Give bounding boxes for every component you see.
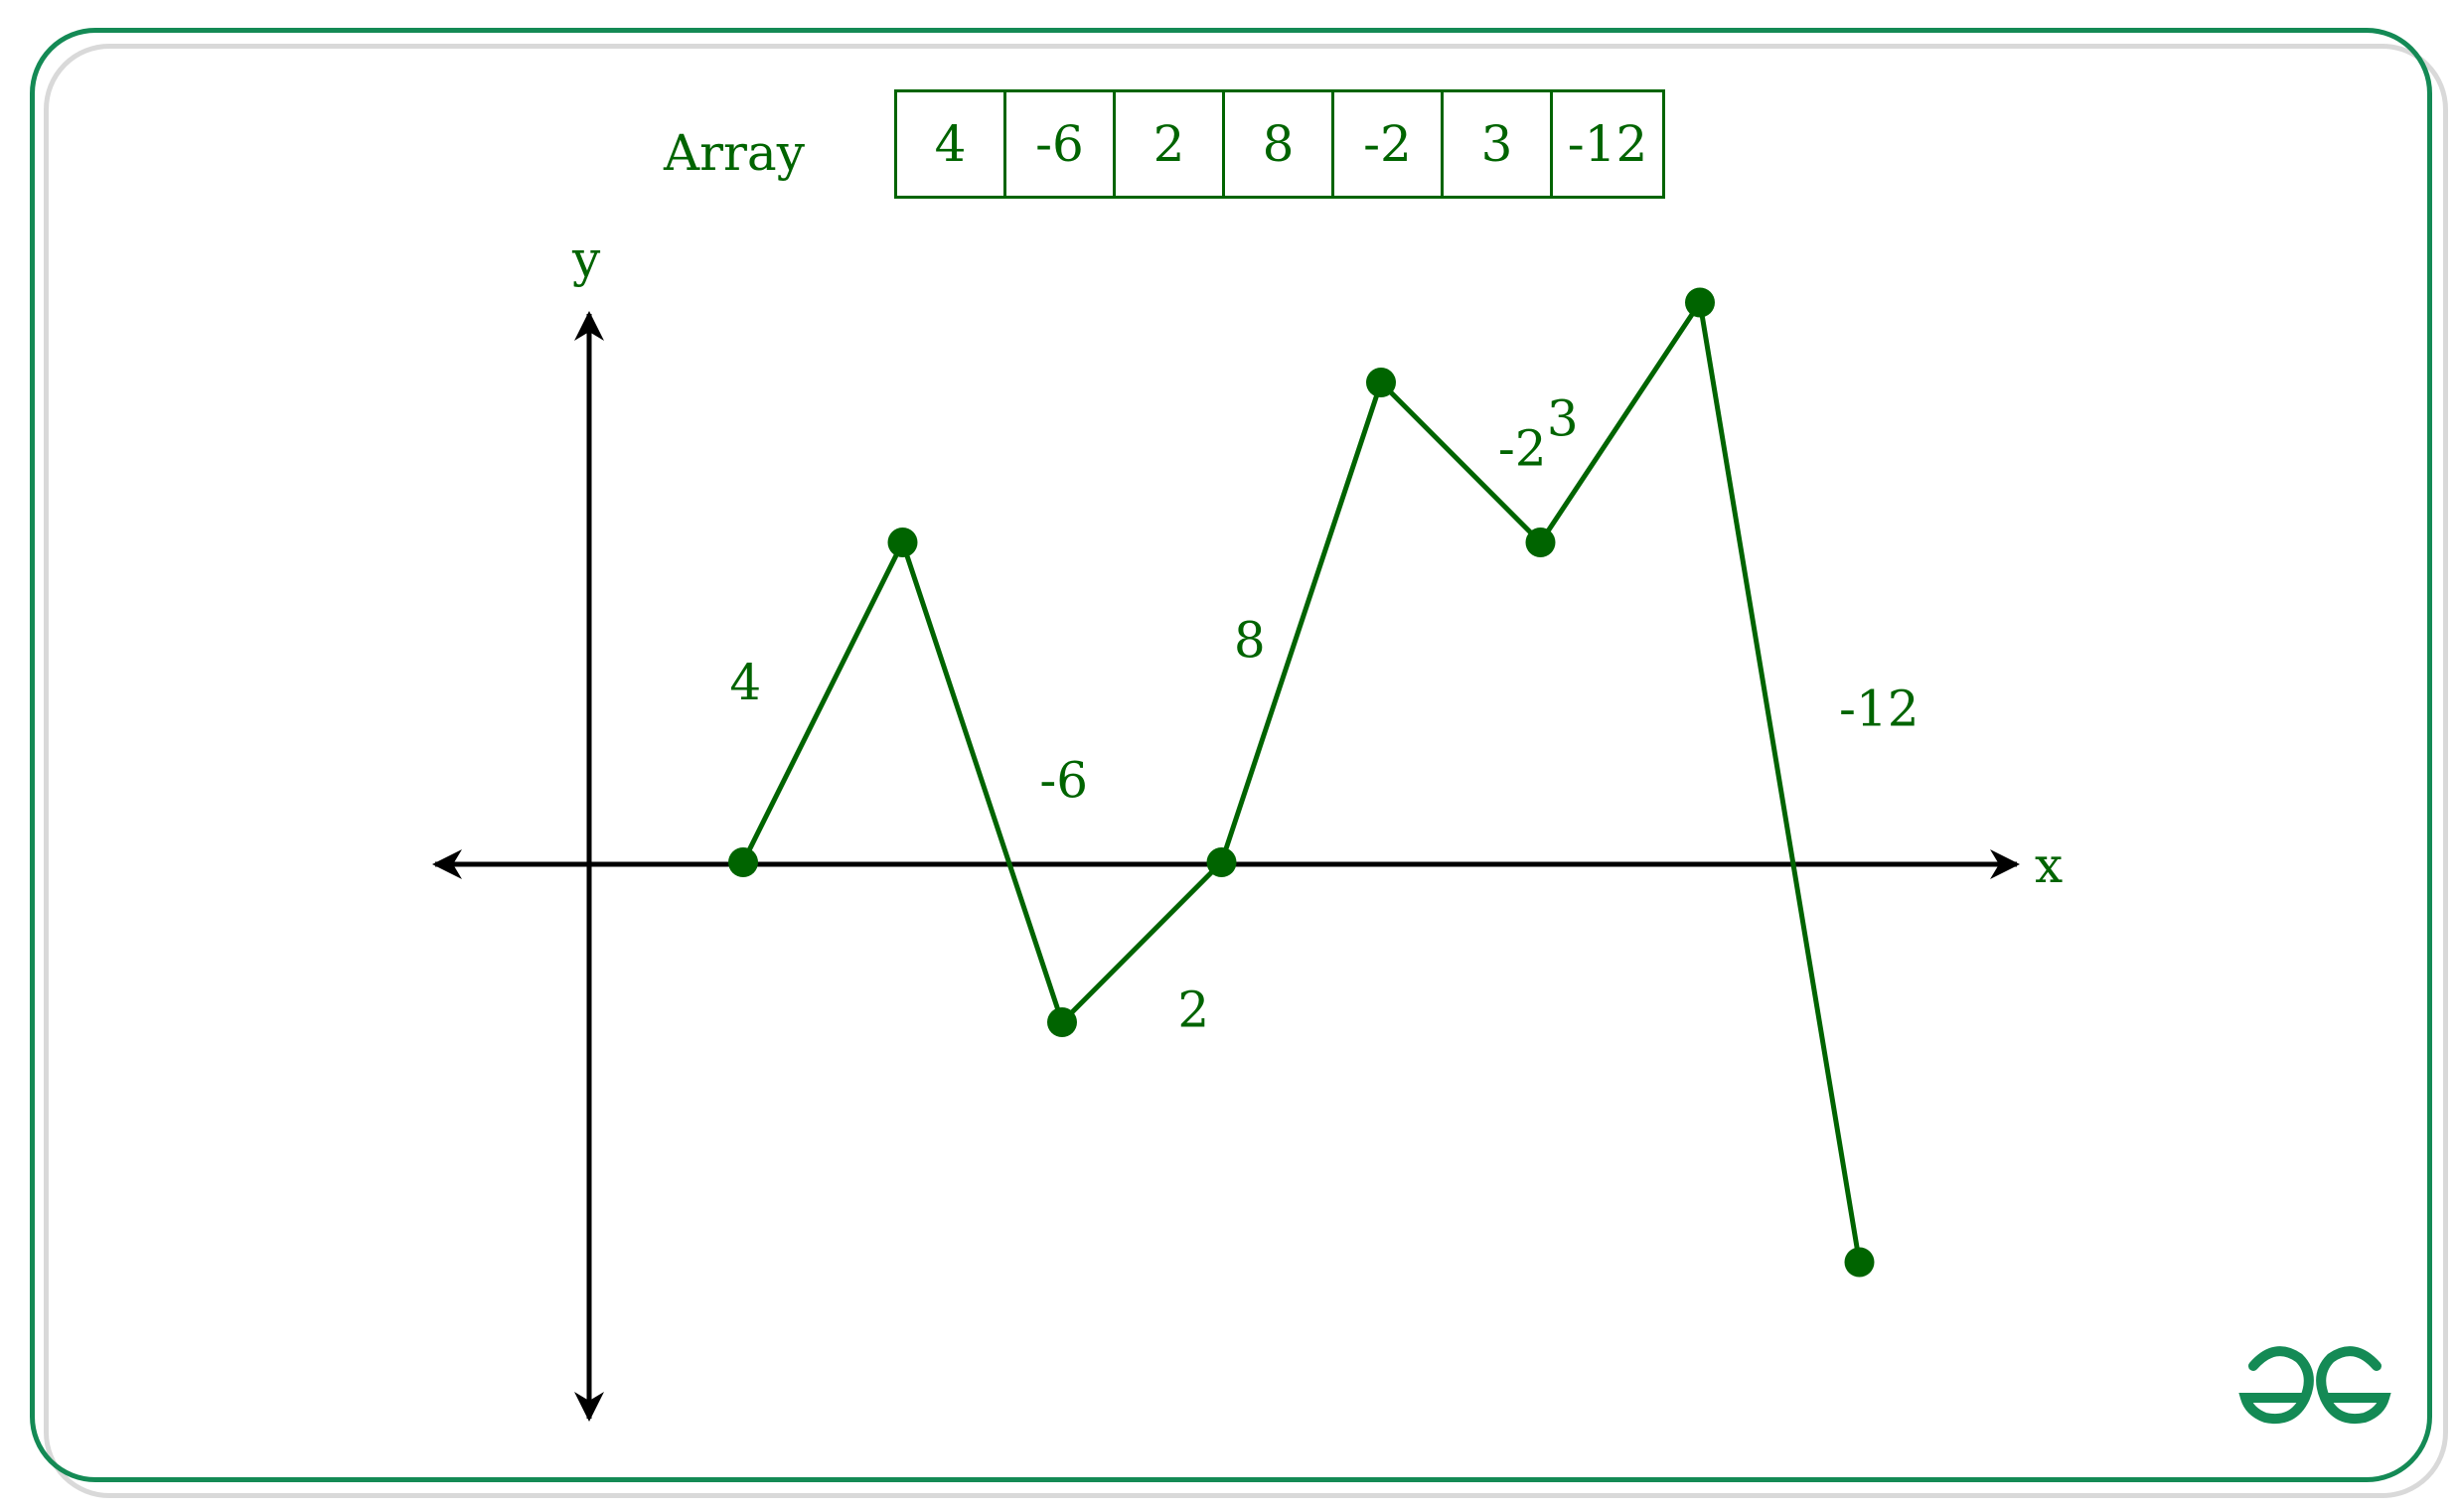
path-point bbox=[1525, 528, 1556, 557]
path-segment bbox=[900, 539, 1065, 1025]
x-axis-label: x bbox=[2035, 836, 2063, 894]
segment-label: -6 bbox=[1039, 752, 1088, 810]
array-table: 4 -6 2 8 -2 3 -12 bbox=[894, 89, 1665, 199]
array-label: Array bbox=[664, 124, 805, 182]
array-cell: -6 bbox=[1006, 92, 1116, 196]
y-axis-label: y bbox=[571, 230, 601, 288]
segment-label: -12 bbox=[1839, 680, 1920, 738]
segment-labels: 4 -6 2 8 -23 -12 bbox=[729, 389, 1919, 1038]
segment-label: 4 bbox=[729, 654, 761, 711]
card-border bbox=[30, 28, 2432, 1482]
path-point bbox=[1366, 368, 1396, 397]
array-cell: -12 bbox=[1567, 115, 1648, 173]
geeksforgeeks-logo-icon bbox=[2238, 1346, 2391, 1424]
path-segment bbox=[1378, 379, 1543, 545]
path-point bbox=[1206, 847, 1237, 877]
array-cell: 4 bbox=[897, 92, 1006, 196]
array-cell: 2 bbox=[1116, 92, 1225, 196]
segment-label: -2 bbox=[1498, 420, 1547, 478]
path-point bbox=[1047, 1007, 1077, 1037]
path-point bbox=[1685, 287, 1715, 318]
path-segment bbox=[1219, 379, 1384, 865]
path-point bbox=[887, 528, 918, 557]
segment-label: 2 bbox=[1177, 982, 1209, 1039]
segment-label: 3 bbox=[1547, 389, 1579, 447]
points-group bbox=[728, 287, 1875, 1278]
path-group bbox=[740, 300, 1862, 1265]
path-segment bbox=[740, 539, 905, 865]
path-point bbox=[728, 847, 758, 877]
path-point bbox=[1844, 1247, 1875, 1278]
path-segment bbox=[1697, 300, 1862, 1265]
array-cell: 3 bbox=[1444, 92, 1553, 196]
path-segment bbox=[1059, 859, 1224, 1025]
array-cell: 8 bbox=[1225, 92, 1334, 196]
card-shadow bbox=[44, 44, 2448, 1498]
array-cell: -2 bbox=[1334, 92, 1444, 196]
path-segment bbox=[1538, 300, 1703, 545]
segment-label: 8 bbox=[1234, 612, 1266, 670]
